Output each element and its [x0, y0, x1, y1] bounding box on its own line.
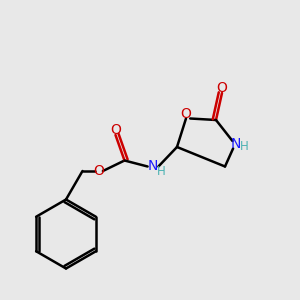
Text: H: H [157, 165, 166, 178]
Text: O: O [110, 123, 121, 136]
Text: N: N [148, 160, 158, 173]
Text: O: O [94, 164, 104, 178]
Text: O: O [181, 107, 191, 121]
Text: H: H [240, 140, 249, 154]
Text: O: O [217, 81, 227, 94]
Text: N: N [230, 137, 241, 151]
